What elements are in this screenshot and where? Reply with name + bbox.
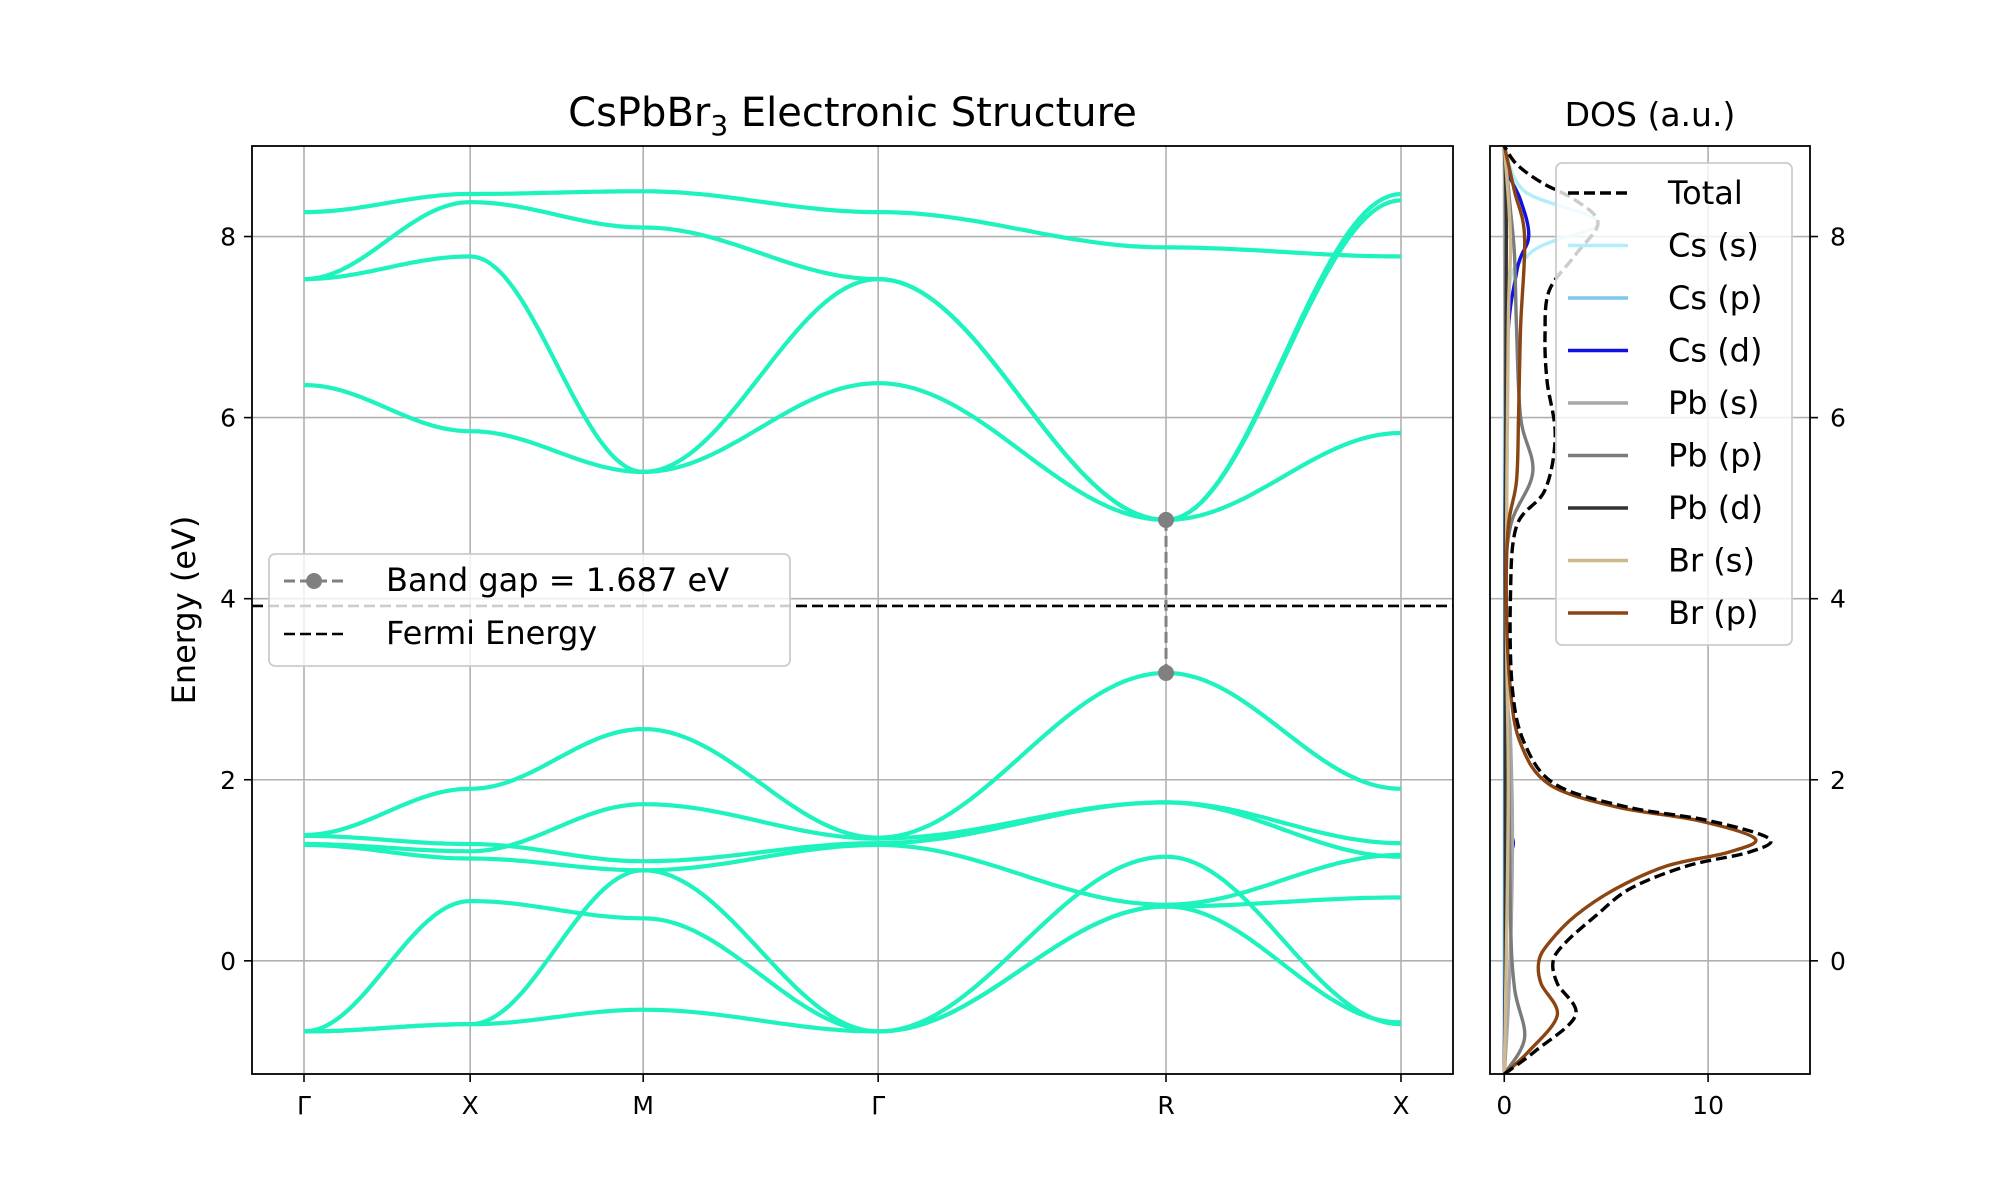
- band-structure-plot: 0 2 4 6 8 Γ X M Γ R X CsPbBr3 Electronic Structure E…: [165, 90, 1454, 1120]
- band-y-tick-label: 6: [220, 404, 236, 433]
- dos-y-tick-label: 6: [1830, 404, 1846, 433]
- dos-legend-label: Br (s): [1668, 542, 1755, 580]
- band-y-tick-label: 0: [220, 947, 236, 976]
- dos-axes-frame: [1489, 145, 1811, 1075]
- band-line-8: [303, 381, 1402, 522]
- dos-y-tick-label: 2: [1830, 766, 1846, 795]
- band-line-4: [303, 842, 1402, 907]
- kpoint-label: R: [1157, 1091, 1174, 1120]
- dos-plot-title: DOS (a.u.): [1565, 95, 1736, 134]
- dos-legend-label: Total: [1667, 174, 1743, 212]
- band-line-11: [304, 189, 1402, 259]
- band-line-3: [304, 854, 1402, 1034]
- dos-legend-label: Pb (p): [1668, 437, 1763, 475]
- dos-y-ticks: 0 2 4 6 8: [1810, 223, 1846, 976]
- band-y-axis-label: Energy (eV): [165, 516, 203, 705]
- kpoint-label: M: [632, 1091, 654, 1120]
- band-lines: [303, 189, 1402, 1034]
- dos-x-tick-label: 0: [1496, 1091, 1512, 1120]
- dos-x-tick-label: 10: [1692, 1091, 1724, 1120]
- dos-plot: 0 2 4 6 8 0 10 DOS (a.u.) Total Cs (s) Cs (p) Cs (d…: [1489, 95, 1846, 1120]
- band-line-7: [303, 670, 1402, 840]
- dos-legend-label: Cs (d): [1668, 332, 1762, 370]
- legend-band-gap-label: Band gap = 1.687 eV: [386, 561, 729, 599]
- dos-legend: Total Cs (s) Cs (p) Cs (d) Pb (s) Pb (p) Pb (d…: [1555, 162, 1793, 646]
- band-y-tick-label: 8: [220, 223, 236, 252]
- dos-legend-label: Pb (s): [1668, 384, 1759, 422]
- kpoint-label: X: [1392, 1091, 1409, 1120]
- dos-legend-label: Pb (d): [1668, 489, 1763, 527]
- dos-legend-label: Cs (s): [1668, 227, 1759, 265]
- band-line-6: [304, 800, 1401, 864]
- dos-legend-box: [1555, 162, 1793, 646]
- dos-curve-br-p: [1502, 146, 1758, 1074]
- dos-legend-label: Br (p): [1668, 594, 1759, 632]
- vbm-point: [1158, 664, 1175, 681]
- kpoint-label: Γ: [297, 1091, 311, 1120]
- dos-y-tick-label: 4: [1830, 585, 1846, 614]
- legend-band-gap-marker: [306, 573, 322, 589]
- band-line-1: [303, 895, 1401, 1034]
- band-line-10: [303, 191, 1402, 522]
- dos-y-tick-label: 8: [1830, 223, 1846, 252]
- band-axes-frame: [251, 145, 1454, 1075]
- dos-legend-label: Cs (p): [1668, 279, 1762, 317]
- cbm-point: [1158, 511, 1175, 528]
- band-y-tick-label: 2: [220, 766, 236, 795]
- kpoint-label: Γ: [871, 1091, 885, 1120]
- legend-fermi-label: Fermi Energy: [386, 614, 597, 652]
- dos-x-ticks: 0 10: [1496, 1074, 1724, 1120]
- band-legend: Band gap = 1.687 eV Fermi Energy: [268, 553, 791, 667]
- kpoint-label: X: [462, 1091, 479, 1120]
- dos-y-tick-label: 0: [1830, 947, 1846, 976]
- band-y-ticks: 0 2 4 6 8: [220, 223, 252, 976]
- band-y-tick-label: 4: [220, 585, 236, 614]
- band-legend-box: [268, 553, 791, 667]
- band-plot-title: CsPbBr3 Electronic Structure: [568, 90, 1137, 142]
